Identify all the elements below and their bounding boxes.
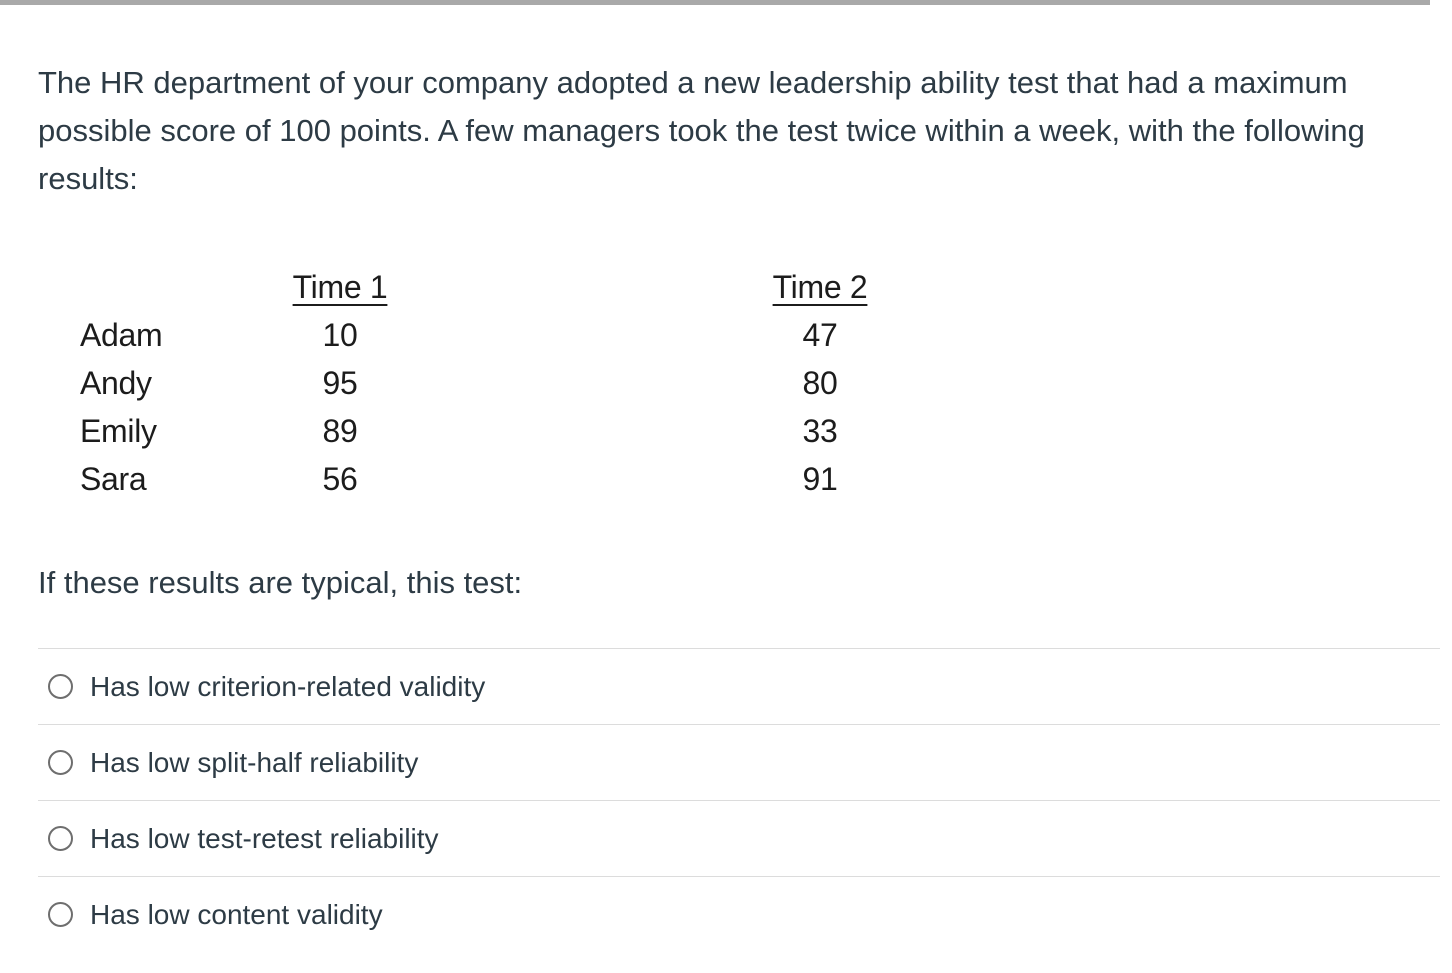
top-bar	[0, 0, 1430, 5]
answer-option: Has low test-retest reliability	[38, 800, 1440, 876]
radio-button-icon[interactable]	[48, 902, 73, 927]
radio-button-icon[interactable]	[48, 674, 73, 699]
table-row-name: Andy	[80, 365, 152, 401]
table-row-time1: 89	[322, 413, 358, 449]
table-header-time2: Time 2	[772, 269, 868, 305]
answer-option: Has low content validity	[38, 876, 1440, 952]
question-text-line: results:	[38, 161, 138, 196]
radio-button-icon[interactable]	[48, 826, 73, 851]
answer-option-label[interactable]: Has low criterion-related validity	[90, 670, 486, 702]
table-row-name: Sara	[80, 461, 147, 497]
answer-option-label[interactable]: Has low split-half reliability	[90, 746, 419, 778]
question-prompt: If these results are typical, this test:	[38, 565, 523, 600]
answer-option-label[interactable]: Has low test-retest reliability	[90, 822, 439, 854]
answer-option-label[interactable]: Has low content validity	[90, 898, 383, 930]
table-spacer-cell	[400, 359, 760, 407]
answer-option: Has low criterion-related validity	[38, 648, 1440, 724]
table-row-time1: 56	[322, 461, 358, 497]
table-spacer-cell	[400, 311, 760, 359]
question-text: The HR department of your company adopte…	[38, 59, 1440, 203]
table-row-time1: 10	[322, 317, 358, 353]
table-row-time2: 91	[802, 461, 838, 497]
table-spacer-cell	[400, 455, 760, 503]
answer-options: Has low criterion-related validity Has l…	[38, 648, 1440, 952]
question-text-line: possible score of 100 points. A few mana…	[38, 113, 1365, 148]
table-row-name: Emily	[80, 413, 157, 449]
table-spacer-cell	[400, 263, 760, 311]
table-row-time2: 47	[802, 317, 838, 353]
table-row-name: Adam	[80, 317, 163, 353]
table-row-time2: 80	[802, 365, 838, 401]
table-header-time1: Time 1	[292, 269, 388, 305]
question-content: The HR department of your company adopte…	[0, 59, 1452, 952]
results-table: Time 1 Time 2 Adam 10 47 Andy 95 80 Emil…	[80, 263, 880, 503]
table-spacer-cell	[80, 263, 280, 311]
table-spacer-cell	[400, 407, 760, 455]
question-text-line: The HR department of your company adopte…	[38, 65, 1348, 100]
table-row-time1: 95	[322, 365, 358, 401]
table-row-time2: 33	[802, 413, 838, 449]
answer-option: Has low split-half reliability	[38, 724, 1440, 800]
radio-button-icon[interactable]	[48, 750, 73, 775]
